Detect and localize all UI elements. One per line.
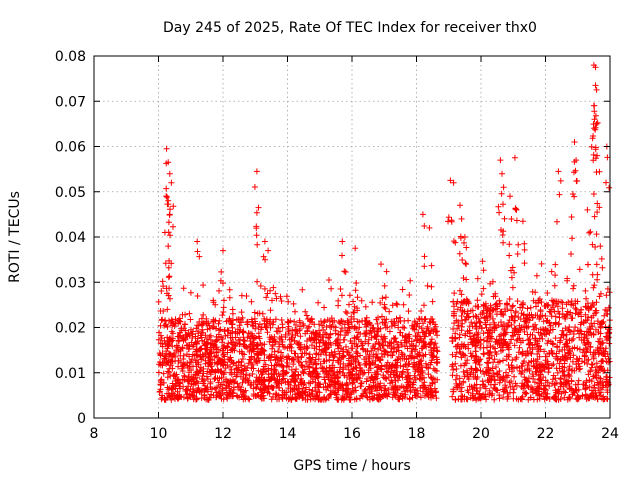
chart-title: Day 245 of 2025, Rate Of TEC Index for r…: [163, 20, 537, 36]
x-tick-label: 22: [537, 426, 555, 442]
y-tick-label: 0.02: [55, 321, 86, 337]
series-roti-markers: [155, 62, 613, 403]
y-tick-label: 0.08: [55, 49, 86, 65]
x-tick-label: 20: [472, 426, 490, 442]
data-points: [155, 62, 613, 403]
axis-ticks: [93, 55, 611, 419]
x-tick-label: 8: [90, 426, 99, 442]
x-tick-labels: 8 10 12 14 16 18 20 22 24: [90, 426, 619, 442]
y-tick-label: 0.01: [55, 366, 86, 382]
y-tick-label: 0.03: [55, 275, 86, 291]
x-axis-label: GPS time / hours: [293, 458, 410, 474]
y-tick-label: 0: [77, 411, 86, 427]
y-tick-label: 0.07: [55, 94, 86, 110]
y-tick-label: 0.04: [55, 230, 86, 246]
y-tick-labels: 0 0.01 0.02 0.03 0.04 0.05 0.06 0.07 0.08: [55, 49, 86, 427]
y-tick-label: 0.06: [55, 140, 86, 156]
x-tick-label: 16: [343, 426, 361, 442]
y-tick-label: 0.05: [55, 185, 86, 201]
y-axis-label: ROTI / TECUs: [7, 191, 23, 283]
x-tick-label: 10: [150, 426, 168, 442]
x-tick-label: 18: [408, 426, 426, 442]
x-tick-label: 24: [601, 426, 619, 442]
x-tick-label: 14: [279, 426, 297, 442]
x-tick-label: 12: [214, 426, 232, 442]
